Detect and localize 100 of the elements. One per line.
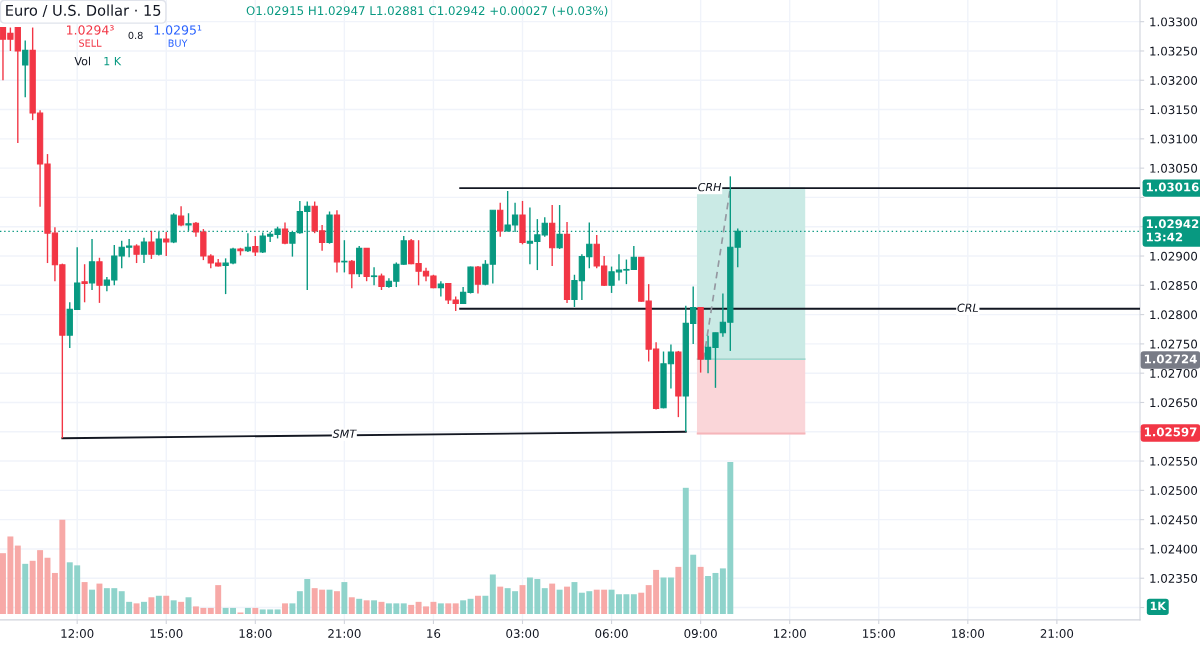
- bar: [489, 574, 496, 614]
- bar: [22, 563, 29, 614]
- y-tick-label: 1.02850: [1150, 281, 1198, 290]
- candlestick: [81, 263, 88, 303]
- x-tick-label: 15:00: [150, 629, 183, 638]
- candlestick: [474, 265, 482, 295]
- x-tick-label: 18:00: [239, 629, 272, 638]
- bar: [460, 600, 467, 614]
- bar: [400, 603, 407, 614]
- annotation: 0.8: [128, 31, 143, 40]
- bar: [96, 583, 103, 614]
- chart-subtitle: O1.02915 H1.02947 L1.02881 C1.02942 +0.00027 (+0.03%): [246, 5, 608, 17]
- y-tick-label: 1.02500: [1150, 486, 1198, 496]
- bar: [564, 586, 570, 614]
- bar: [556, 589, 563, 614]
- annotation: 1.02942 13:42: [1146, 219, 1199, 242]
- bar: [475, 595, 481, 614]
- annotation: 1.0294³: [67, 25, 114, 35]
- bar: [497, 586, 504, 614]
- bar: [630, 594, 637, 614]
- y-tick-label: 1.02350: [1150, 573, 1198, 583]
- bar: [697, 566, 704, 614]
- candlestick: [22, 39, 29, 98]
- y-tick-label: 1.03100: [1150, 134, 1198, 144]
- bar: [341, 582, 348, 614]
- x-tick-label: 21:00: [1040, 629, 1074, 638]
- annotation: BUY: [168, 39, 188, 47]
- bar: [252, 607, 259, 614]
- bar: [155, 595, 162, 614]
- x-tick-label: 21:00: [328, 629, 361, 638]
- candlestick: [370, 266, 378, 287]
- annotation: 1.03016: [1146, 182, 1199, 192]
- annotation: SMT: [332, 429, 357, 438]
- y-tick-label: 1.03200: [1150, 75, 1198, 85]
- chart-title: Euro / U.S. Dollar · 15: [6, 4, 161, 18]
- bar: [452, 603, 459, 614]
- annotation: Vol: [74, 56, 90, 66]
- y-tick-label: 1.03300: [1150, 17, 1198, 27]
- bar: [178, 601, 185, 614]
- bar: [675, 566, 682, 614]
- bar: [549, 583, 556, 614]
- text: 1.02724: [1144, 354, 1197, 364]
- annotation: 1 K: [104, 57, 122, 66]
- bar: [141, 601, 147, 614]
- candlestick: [88, 238, 96, 291]
- y-tick-label: 1.02650: [1150, 398, 1198, 408]
- text: 1.02597: [1144, 427, 1197, 437]
- x-tick-label: 09:00: [684, 629, 717, 638]
- bar: [170, 600, 177, 614]
- bar: [148, 597, 155, 614]
- y-tick-label: 1.03150: [1150, 105, 1198, 115]
- bar: [89, 589, 95, 614]
- y-tick-label: 1.02550: [1150, 456, 1198, 466]
- candlestick: [348, 259, 355, 289]
- x-tick-label: 12:00: [61, 629, 94, 638]
- bar: [333, 591, 340, 614]
- bar: [467, 598, 474, 614]
- bar: [244, 607, 251, 614]
- candlestick: [341, 239, 348, 274]
- y-tick-label: 1.02450: [1150, 515, 1198, 525]
- bar: [282, 603, 288, 614]
- candlestick: [148, 230, 155, 260]
- bar: [163, 595, 170, 614]
- bar: [638, 592, 645, 614]
- bar: [445, 603, 452, 614]
- x-tick-label: 16: [427, 629, 441, 638]
- y-tick-label: 1.03050: [1150, 163, 1198, 173]
- bar: [289, 603, 296, 614]
- bar: [667, 577, 674, 614]
- annotation: SELL: [79, 39, 102, 47]
- bar: [348, 597, 355, 614]
- bar: [482, 595, 489, 614]
- candlestick: [133, 243, 140, 264]
- x-tick-label: 06:00: [595, 629, 628, 638]
- candlestick: [96, 257, 103, 304]
- bar: [356, 598, 363, 614]
- bar: [274, 609, 281, 614]
- bar: [541, 588, 548, 614]
- bar: [571, 582, 578, 614]
- bar: [437, 603, 444, 614]
- candlestick: [252, 235, 259, 257]
- annotation: CRH: [698, 182, 722, 192]
- text: 1K: [1150, 601, 1167, 610]
- y-tick-label: 1.02900: [1150, 251, 1198, 261]
- y-tick-label: 1.02750: [1150, 339, 1198, 349]
- bar: [408, 604, 415, 614]
- candlestick: [140, 237, 148, 264]
- candlestick: [437, 280, 445, 298]
- y-tick-label: 1.02700: [1150, 368, 1198, 378]
- candlestick: [163, 231, 170, 257]
- bar: [133, 603, 140, 614]
- bar: [14, 545, 21, 614]
- y-tick-label: 1.03250: [1150, 46, 1198, 56]
- bar: [363, 600, 370, 614]
- y-tick-label: 1.02800: [1150, 310, 1198, 320]
- annotation: 1.0295¹: [154, 25, 202, 35]
- annotation: CRL: [957, 303, 978, 312]
- bar: [81, 582, 88, 614]
- candlestick: [497, 202, 504, 238]
- x-tick-label: 12:00: [773, 629, 806, 638]
